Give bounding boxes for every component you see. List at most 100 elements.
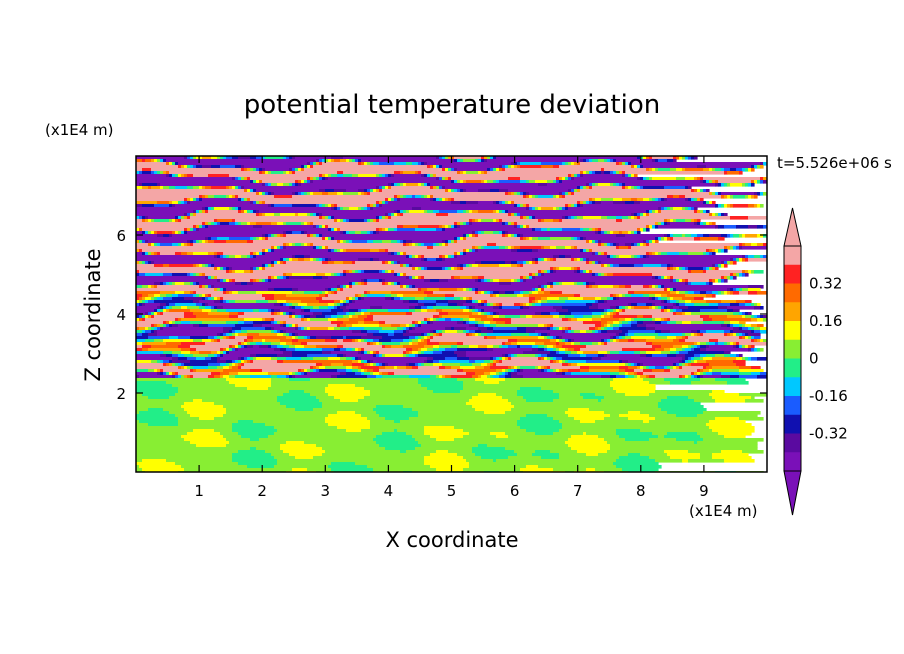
heatmap-cell: [658, 435, 665, 439]
heatmap-cell: [316, 363, 323, 367]
heatmap-cell: [601, 330, 608, 334]
heatmap-cell: [397, 429, 425, 433]
heatmap-cell: [436, 165, 440, 169]
heatmap-cell: [682, 366, 704, 370]
heatmap-cell: [226, 321, 239, 325]
heatmap-cell: [358, 315, 368, 319]
heatmap-cell: [700, 342, 707, 346]
heatmap-cell: [574, 192, 710, 196]
heatmap-cell: [424, 429, 464, 433]
heatmap-cell: [751, 243, 758, 247]
heatmap-cell: [487, 375, 491, 379]
heatmap-cell: [172, 174, 176, 178]
heatmap-cell: [460, 276, 473, 280]
heatmap-cell: [631, 324, 638, 328]
heatmap-cell: [400, 450, 407, 454]
heatmap-cell: [328, 414, 362, 418]
heatmap-cell: [493, 360, 497, 364]
heatmap-cell: [292, 258, 299, 262]
heatmap-cell: [631, 336, 656, 340]
heatmap-cell: [598, 435, 620, 439]
heatmap-cell: [670, 234, 674, 238]
heatmap-cell: [748, 327, 752, 331]
heatmap-cell: [157, 369, 161, 373]
heatmap-cell: [502, 372, 506, 376]
heatmap-cell: [241, 282, 248, 286]
heatmap-cell: [154, 243, 158, 247]
heatmap-cell: [457, 354, 467, 358]
heatmap-cell: [190, 198, 194, 202]
heatmap-cell: [520, 192, 524, 196]
heatmap-cell: [136, 363, 164, 367]
heatmap-cell: [724, 225, 737, 229]
heatmap-cell: [670, 264, 674, 268]
heatmap-cell: [535, 180, 548, 184]
heatmap-cell: [337, 288, 341, 292]
heatmap-cell: [427, 165, 431, 169]
heatmap-cell: [148, 231, 152, 235]
heatmap-cell: [505, 234, 509, 238]
heatmap-cell: [442, 258, 446, 262]
heatmap-cell: [250, 222, 257, 226]
heatmap-cell: [736, 357, 743, 361]
heatmap-cell: [355, 300, 404, 304]
heatmap-cell: [628, 186, 632, 190]
heatmap-cell: [325, 288, 329, 292]
heatmap-cell: [301, 327, 305, 331]
heatmap-cell: [481, 291, 485, 295]
heatmap-cell: [199, 282, 236, 286]
heatmap-cell: [313, 234, 317, 238]
heatmap-cell: [193, 213, 197, 217]
heatmap-cell: [331, 159, 335, 163]
heatmap-cell: [574, 315, 584, 319]
heatmap-cell: [676, 414, 698, 418]
heatmap-cell: [355, 159, 359, 163]
colorbar-segment: [784, 246, 801, 266]
heatmap-cell: [700, 309, 728, 313]
heatmap-cell: [403, 264, 407, 268]
heatmap-cell: [346, 357, 353, 361]
heatmap-cell: [715, 192, 719, 196]
heatmap-cell: [415, 438, 437, 442]
heatmap-cell: [235, 336, 248, 340]
heatmap-cell: [361, 294, 365, 298]
heatmap-cell: [352, 270, 356, 274]
heatmap-cell: [553, 195, 557, 199]
heatmap-cell: [220, 351, 224, 355]
heatmap-cell: [373, 468, 437, 472]
heatmap-cell: [301, 180, 305, 184]
heatmap-cell: [502, 369, 506, 373]
heatmap-cell: [331, 228, 335, 232]
heatmap-cell: [238, 372, 269, 376]
heatmap-cell: [472, 450, 515, 454]
heatmap-cell: [703, 369, 710, 373]
heatmap-cell: [439, 333, 443, 337]
heatmap-cell: [565, 348, 569, 352]
heatmap-cell: [580, 270, 584, 274]
heatmap-cell: [754, 336, 761, 340]
heatmap-cell: [247, 177, 251, 181]
heatmap-cell: [685, 234, 692, 238]
heatmap-cell: [508, 372, 512, 376]
heatmap-cell: [214, 300, 221, 304]
heatmap-cell: [400, 183, 404, 187]
heatmap-cell: [577, 174, 581, 178]
heatmap-cell: [490, 324, 497, 328]
heatmap-cell: [649, 213, 710, 217]
heatmap-cell: [490, 375, 494, 379]
heatmap-cell: [715, 168, 722, 172]
heatmap-cell: [688, 156, 692, 160]
heatmap-cell: [598, 159, 605, 163]
heatmap-cell: [379, 258, 422, 262]
heatmap-cell: [388, 216, 392, 220]
heatmap-cell: [190, 414, 224, 418]
heatmap-cell: [667, 267, 671, 271]
heatmap-cell: [463, 267, 551, 271]
heatmap-cell: [304, 222, 308, 226]
heatmap-cell: [232, 459, 278, 463]
heatmap-cell: [175, 252, 182, 256]
heatmap-cell: [547, 357, 551, 361]
heatmap-cell: [337, 192, 344, 196]
heatmap-cell: [262, 249, 266, 253]
heatmap-cell: [457, 321, 464, 325]
